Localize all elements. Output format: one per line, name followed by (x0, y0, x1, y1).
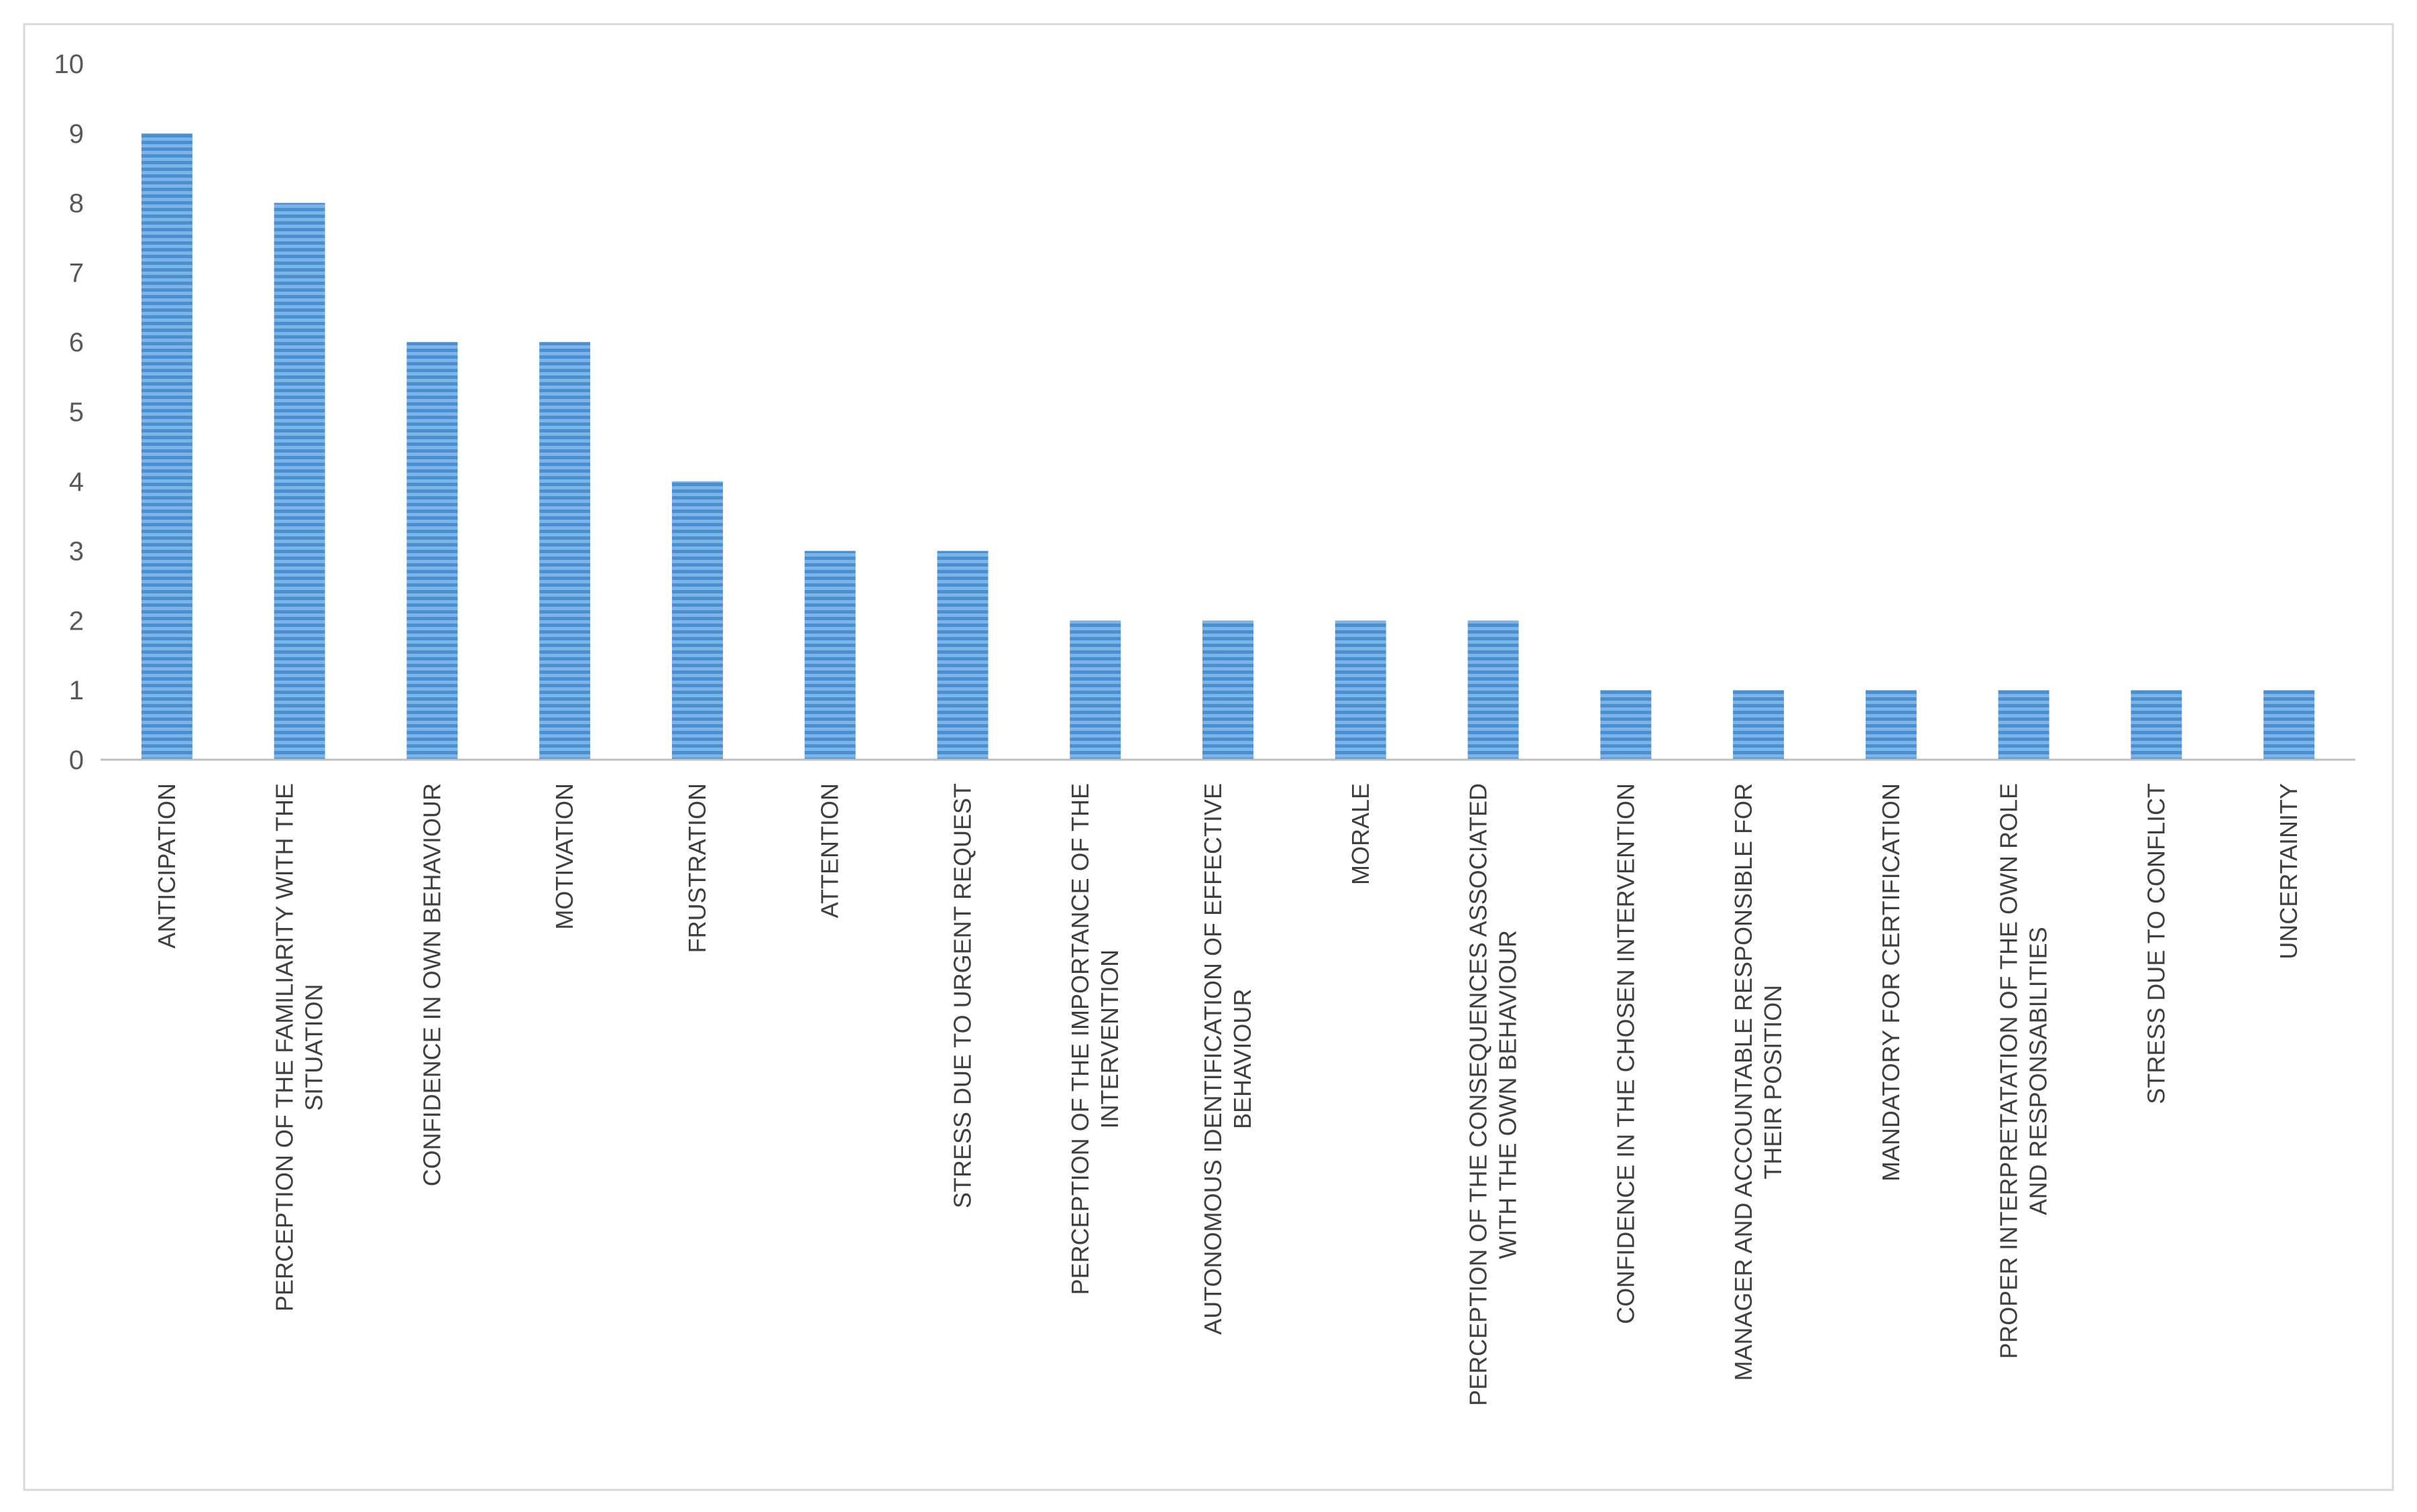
x-tick-label: PERCEPTION OF THE IMPORTANCE OF THE INTER… (1066, 783, 1123, 1295)
bars (141, 133, 2315, 760)
bar (1733, 690, 1785, 760)
y-tick-label: 10 (54, 50, 85, 79)
y-tick-label: 8 (69, 189, 84, 219)
x-tick-label-line: WITH THE OWN BEHAVIOUR (1494, 930, 1522, 1259)
bar (141, 133, 192, 760)
bar (937, 550, 989, 760)
bar (1070, 620, 1121, 760)
x-tick-label-line: ATTENTION (816, 783, 844, 918)
x-tick-label: MANAGER AND ACCOUNTABLE RESPONSIBLE FOR T… (1730, 783, 1787, 1381)
x-tick-label-line: MANDATORY FOR CERTIFICATION (1877, 783, 1905, 1181)
x-tick-label: AUTONOMOUS IDENTIFICATION OF EFFECTIVE BE… (1199, 783, 1256, 1335)
x-tick-label: MOTIVATION (551, 783, 578, 930)
bar (1998, 690, 2049, 760)
y-tick-label: 9 (69, 119, 84, 149)
x-tick-label: STRESS DUE TO CONFLICT (2142, 783, 2170, 1104)
bar (406, 342, 458, 760)
x-tick-label-line: STRESS DUE TO URGENT REQUEST (948, 783, 976, 1208)
bar (1335, 620, 1386, 760)
x-tick-label-line: PERCEPTION OF THE CONSEQUENCES ASSOCIATE… (1465, 783, 1492, 1406)
y-tick-label: 6 (69, 328, 84, 357)
x-tick-label-line: UNCERTAINITY (2275, 783, 2302, 959)
x-tick-label: MORALE (1347, 783, 1374, 885)
x-tick-label-line: PROPER INTERPRETATATION OF THE OWN ROLE (1995, 783, 2023, 1359)
bar (1600, 690, 1652, 760)
bar (274, 202, 325, 760)
x-tick-label-line: MANAGER AND ACCOUNTABLE RESPONSIBLE FOR (1730, 783, 1757, 1381)
y-tick-label: 1 (69, 676, 84, 705)
x-tick-label: STRESS DUE TO URGENT REQUEST (948, 783, 976, 1208)
x-tick-label-line: AUTONOMOUS IDENTIFICATION OF EFFECTIVE (1199, 783, 1227, 1335)
x-tick-label-line: BEHAVIOUR (1229, 989, 1256, 1129)
y-axis-ticks: 0 1 2 3 4 5 6 7 8 9 10 (54, 50, 85, 775)
bar (1202, 620, 1253, 760)
x-tick-label: PERCEPTION OF THE FAMILIARITY WITH THE SI… (271, 783, 328, 1312)
bar (671, 481, 723, 760)
x-tick-label-line: SITUATION (300, 984, 328, 1110)
y-tick-label: 7 (69, 258, 84, 288)
y-tick-label: 0 (69, 746, 84, 775)
x-tick-label-line: MORALE (1347, 783, 1374, 885)
x-tick-label-line: ANTICIPATION (153, 783, 180, 949)
bar (1467, 620, 1519, 760)
x-axis-labels: ANTICIPATION PERCEPTION OF THE FAMILIARIT… (153, 783, 2302, 1406)
x-tick-label: ATTENTION (816, 783, 844, 918)
x-tick-label: UNCERTAINITY (2275, 783, 2302, 959)
x-tick-label: CONFIDENCE IN OWN BEHAVIOUR (418, 783, 445, 1186)
x-tick-label-line: MOTIVATION (551, 783, 578, 930)
x-tick-label-line: CONFIDENCE IN OWN BEHAVIOUR (418, 783, 445, 1186)
x-tick-label-line: CONFIDENCE IN THE CHOSEN INTERVENTION (1612, 783, 1639, 1324)
x-tick-label-line: FRUSTRATION (683, 783, 711, 953)
bar (539, 342, 591, 760)
x-tick-label-line: THEIR POSITION (1759, 985, 1787, 1179)
y-tick-label: 5 (69, 398, 84, 427)
x-tick-label: PERCEPTION OF THE CONSEQUENCES ASSOCIATE… (1465, 783, 1522, 1406)
x-tick-label: PROPER INTERPRETATATION OF THE OWN ROLE A… (1995, 783, 2052, 1359)
x-tick-label-line: PERCEPTION OF THE IMPORTANCE OF THE (1066, 783, 1094, 1295)
x-tick-label: FRUSTRATION (683, 783, 711, 953)
bar (804, 550, 856, 760)
x-tick-label-line: INTERVENTION (1096, 949, 1123, 1128)
x-tick-label-line: AND RESPONSABILITIES (2025, 927, 2052, 1215)
bar (2131, 690, 2182, 760)
y-tick-label: 3 (69, 537, 84, 567)
x-tick-label-line: STRESS DUE TO CONFLICT (2142, 783, 2170, 1104)
bar (1865, 690, 1917, 760)
x-tick-label-line: PERCEPTION OF THE FAMILIARITY WITH THE (271, 783, 298, 1312)
bar (2263, 690, 2315, 760)
y-tick-label: 4 (69, 467, 84, 497)
y-tick-label: 2 (69, 606, 84, 636)
x-tick-label: CONFIDENCE IN THE CHOSEN INTERVENTION (1612, 783, 1639, 1324)
x-tick-label: MANDATORY FOR CERTIFICATION (1877, 783, 1905, 1181)
x-tick-label: ANTICIPATION (153, 783, 180, 949)
